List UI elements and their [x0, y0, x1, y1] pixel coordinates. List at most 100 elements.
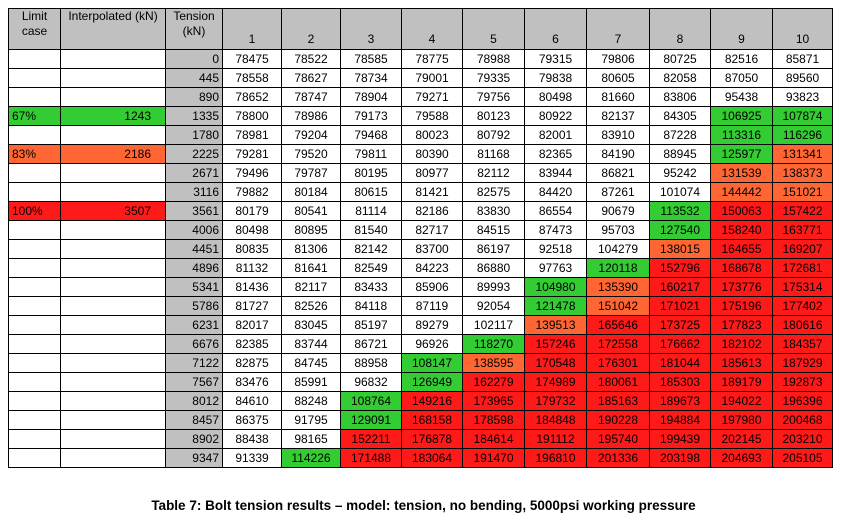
result-cell: 82385 [222, 334, 282, 354]
result-cell: 85906 [401, 277, 463, 297]
interpolated-cell [60, 372, 166, 392]
limit-case-cell: 67% [8, 106, 61, 126]
result-cell: 138373 [772, 163, 833, 183]
result-cell: 82516 [710, 49, 773, 69]
header-interpolated: Interpolated (kN) [60, 8, 166, 50]
limit-case-cell [8, 353, 61, 373]
result-cell: 205105 [772, 448, 833, 468]
result-cell: 201336 [586, 448, 650, 468]
result-cell: 82549 [340, 258, 402, 278]
result-cell: 180061 [586, 372, 650, 392]
result-cell: 82117 [281, 277, 341, 297]
result-cell: 82001 [524, 125, 587, 145]
result-cell: 83045 [281, 315, 341, 335]
result-cell: 80498 [222, 220, 282, 240]
result-cell: 79281 [222, 144, 282, 164]
result-cell: 83476 [222, 372, 282, 392]
tension-cell: 8457 [165, 410, 223, 430]
result-cell: 84190 [586, 144, 650, 164]
result-cell: 82186 [401, 201, 463, 221]
result-cell: 204693 [710, 448, 773, 468]
result-cell: 81168 [462, 144, 525, 164]
result-cell: 83830 [462, 201, 525, 221]
table-row: 5786 81727 82526 84118 87119 92054 121478 15104… [8, 296, 833, 316]
interpolated-cell [60, 391, 166, 411]
limit-case-cell [8, 182, 61, 202]
result-cell: 84223 [401, 258, 463, 278]
tension-cell: 8902 [165, 429, 223, 449]
interpolated-cell [60, 220, 166, 240]
result-cell: 79588 [401, 106, 463, 126]
result-cell: 78558 [222, 68, 282, 88]
result-cell: 97763 [524, 258, 587, 278]
result-cell: 84515 [462, 220, 525, 240]
result-cell: 178598 [462, 410, 525, 430]
tension-cell: 445 [165, 68, 223, 88]
interpolated-cell [60, 182, 166, 202]
result-cell: 82875 [222, 353, 282, 373]
table-row: 0 78475 78522 78585 78775 78988 79315 79806 8072… [8, 49, 833, 69]
result-cell: 98165 [281, 429, 341, 449]
result-cell: 88248 [281, 391, 341, 411]
result-cell: 185303 [649, 372, 711, 392]
table-row: 1780 78981 79204 79468 80023 80792 82001 83910 8… [8, 125, 833, 145]
interpolated-cell [60, 334, 166, 354]
result-cell: 95242 [649, 163, 711, 183]
result-cell: 185163 [586, 391, 650, 411]
result-cell: 177402 [772, 296, 833, 316]
limit-case-cell [8, 296, 61, 316]
result-cell: 85871 [772, 49, 833, 69]
table-row: 4006 80498 80895 81540 82717 84515 87473 95703 1… [8, 220, 833, 240]
result-cell: 81660 [586, 87, 650, 107]
result-cell: 83744 [281, 334, 341, 354]
table-row: 6676 82385 83744 86721 96926 118270 157246 1725… [8, 334, 833, 354]
limit-case-cell [8, 334, 61, 354]
result-cell: 187929 [772, 353, 833, 373]
result-cell: 78800 [222, 106, 282, 126]
result-cell: 180616 [772, 315, 833, 335]
tension-cell: 6676 [165, 334, 223, 354]
table-caption: Table 7: Bolt tension results – model: t… [151, 498, 696, 513]
result-cell: 80605 [586, 68, 650, 88]
header-col-10: 10 [772, 8, 833, 50]
limit-case-cell [8, 410, 61, 430]
result-cell: 81306 [281, 239, 341, 259]
result-cell: 82575 [462, 182, 525, 202]
result-cell: 113316 [710, 125, 773, 145]
interpolated-cell [60, 296, 166, 316]
table-row: 4451 80835 81306 82142 83700 86197 92518 104279… [8, 239, 833, 259]
result-cell: 82017 [222, 315, 282, 335]
result-cell: 144442 [710, 182, 773, 202]
result-cell: 182102 [710, 334, 773, 354]
result-cell: 114226 [281, 448, 341, 468]
header-col-6: 6 [524, 8, 587, 50]
result-cell: 86880 [462, 258, 525, 278]
result-cell: 81641 [281, 258, 341, 278]
limit-case-cell [8, 315, 61, 335]
result-cell: 176878 [401, 429, 463, 449]
result-cell: 80895 [281, 220, 341, 240]
result-cell: 125977 [710, 144, 773, 164]
result-cell: 107874 [772, 106, 833, 126]
result-cell: 78652 [222, 87, 282, 107]
result-cell: 203198 [649, 448, 711, 468]
interpolated-cell: 3507 [60, 201, 166, 221]
tension-cell: 0 [165, 49, 223, 69]
result-cell: 165646 [586, 315, 650, 335]
table-row: 2671 79496 79787 80195 80977 82112 83944 86821 9… [8, 163, 833, 183]
interpolated-cell: 1243 [60, 106, 166, 126]
result-cell: 79882 [222, 182, 282, 202]
header-limit-case: Limit case [8, 8, 61, 50]
result-cell: 79496 [222, 163, 282, 183]
result-cell: 84610 [222, 391, 282, 411]
result-cell: 79811 [340, 144, 402, 164]
result-cell: 79468 [340, 125, 402, 145]
result-cell: 179732 [524, 391, 587, 411]
result-cell: 163771 [772, 220, 833, 240]
result-cell: 87119 [401, 296, 463, 316]
result-cell: 173725 [649, 315, 711, 335]
result-cell: 85197 [340, 315, 402, 335]
result-cell: 176301 [586, 353, 650, 373]
result-cell: 83806 [649, 87, 711, 107]
result-cell: 79001 [401, 68, 463, 88]
